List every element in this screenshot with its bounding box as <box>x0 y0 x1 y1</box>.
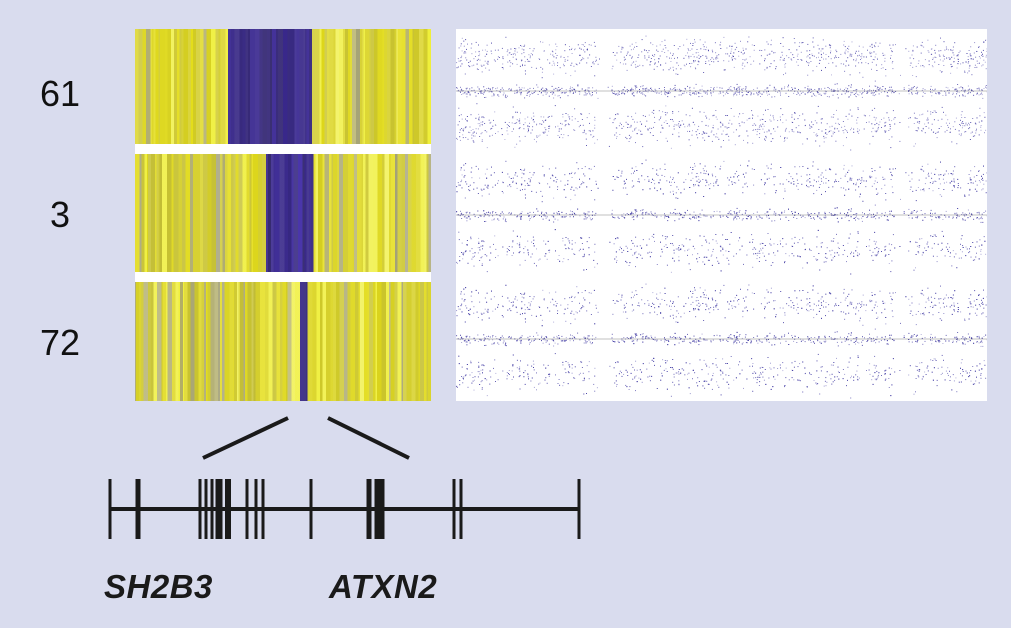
heatmap-row-61 <box>135 29 431 144</box>
gene-map-tick <box>198 479 202 539</box>
gene-map-tick <box>452 479 456 539</box>
row-label-3: 3 <box>49 194 71 235</box>
zoom-line-left <box>202 416 289 460</box>
gene-map-ticks <box>108 479 581 539</box>
gene-map-tick <box>261 479 265 539</box>
gene-label-sh2b3: SH2B3 <box>104 568 213 605</box>
gene-label-atxn2: ATXN2 <box>329 568 438 605</box>
heatmap-separator <box>135 144 431 154</box>
row-label-72: 72 <box>39 322 81 363</box>
zoom-line-right <box>327 416 410 460</box>
gene-map-tick <box>309 479 313 539</box>
gene-map-tick <box>374 479 380 539</box>
gene-map-tick <box>245 479 249 539</box>
gene-map-tick <box>135 479 141 539</box>
gene-map-tick <box>204 479 208 539</box>
heatmap-row-3 <box>135 154 431 272</box>
gene-map-tick <box>366 479 372 539</box>
gene-map-tick <box>577 479 581 539</box>
allele-scatter-panel <box>456 29 987 401</box>
row-label-61: 61 <box>39 73 81 114</box>
gene-map-tick <box>379 479 385 539</box>
heatmap-separator <box>135 272 431 282</box>
allele-scatter-plot <box>456 35 987 399</box>
heatmap-row-72 <box>135 282 431 401</box>
gene-map-tick <box>459 479 463 539</box>
gene-map-tick <box>254 479 258 539</box>
gene-map-tick <box>108 479 112 539</box>
gene-map-tick <box>215 479 223 539</box>
gene-map-tick <box>225 479 231 539</box>
gene-map-tick <box>210 479 214 539</box>
